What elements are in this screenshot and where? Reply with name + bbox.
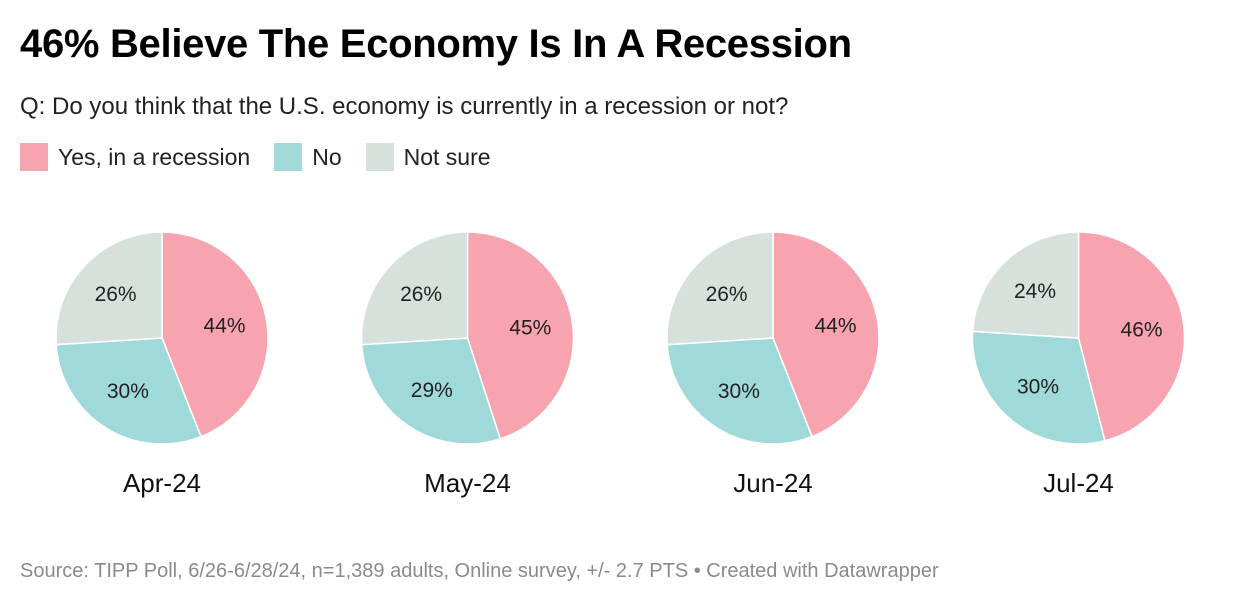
legend-item-yes: Yes, in a recession	[20, 143, 250, 171]
legend-label-not-sure: Not sure	[403, 143, 491, 170]
slice-value-label: 30%	[718, 380, 760, 403]
slice-value-label: 26%	[706, 283, 748, 306]
slice-value-label: 26%	[400, 283, 442, 306]
pie-slice-no	[666, 337, 813, 445]
legend-item-not-sure: Not sure	[365, 143, 491, 171]
legend-label-yes: Yes, in a recession	[58, 143, 251, 170]
slice-value-label: 44%	[814, 315, 856, 338]
pie-slice-yes	[466, 231, 575, 440]
pie-label: Apr-24	[123, 468, 201, 498]
pie-slice-not-sure	[55, 231, 163, 346]
chart-title: 46% Believe The Economy Is In A Recessio…	[20, 22, 852, 66]
pie-jun-24: 44% 30% 26% Jun-24	[666, 231, 880, 498]
pie-slice-yes	[1077, 231, 1186, 442]
slice-value-label: 26%	[95, 283, 137, 306]
pie-may-24: 45% 29% 26% May-24	[360, 231, 575, 498]
legend-item-no: No	[274, 143, 342, 171]
pie-slice-not-sure	[360, 231, 469, 346]
source-footer: Source: TIPP Poll, 6/26-6/28/24, n=1,389…	[20, 560, 939, 582]
slice-value-label: 29%	[411, 379, 453, 402]
pie-slice-no	[971, 330, 1106, 445]
pie-slice-not-sure	[971, 231, 1080, 339]
pie-label: May-24	[424, 468, 511, 498]
legend-swatch-not-sure	[365, 143, 394, 171]
legend: Yes, in a recession No Not sure	[20, 143, 515, 171]
legend-swatch-no	[274, 143, 303, 171]
pie-slice-yes	[772, 231, 880, 438]
slice-value-label: 45%	[509, 317, 551, 340]
pie-slice-no	[360, 337, 502, 445]
pie-slice-not-sure	[666, 231, 774, 346]
pie-label: Jun-24	[733, 468, 813, 498]
slice-value-label: 24%	[1014, 280, 1056, 303]
slice-value-label: 30%	[1017, 376, 1059, 399]
chart-subtitle: Q: Do you think that the U.S. economy is…	[20, 93, 789, 120]
legend-label-no: No	[312, 143, 342, 170]
pie-jul-24: 46% 30% 24% Jul-24	[971, 231, 1186, 498]
slice-value-label: 46%	[1121, 319, 1163, 342]
slice-value-label: 44%	[203, 315, 245, 338]
pie-slice-no	[55, 337, 202, 445]
pie-label: Jul-24	[1043, 468, 1114, 498]
pie-slice-yes	[161, 231, 269, 438]
pie-apr-24: 44% 30% 26% Apr-24	[55, 231, 269, 498]
legend-swatch-yes	[20, 143, 48, 171]
slice-value-label: 30%	[107, 380, 149, 403]
